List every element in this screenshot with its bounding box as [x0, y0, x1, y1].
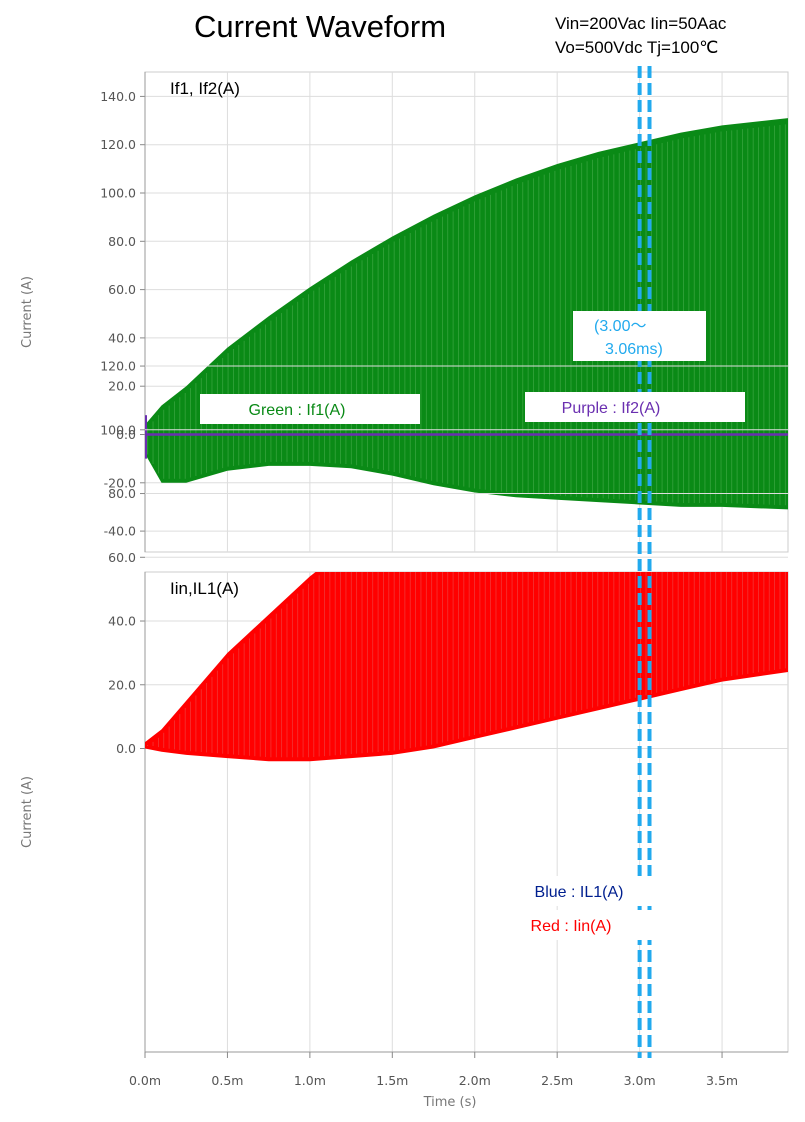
figure-title: Current Waveform — [194, 9, 446, 44]
x-tick-label: 3.0m — [624, 1073, 656, 1088]
y-tick-label: 20.0 — [108, 677, 136, 692]
panel-title: Iin,IL1(A) — [170, 579, 239, 598]
cursor-annotation-box — [573, 311, 706, 361]
x-axis-label: Time (s) — [423, 1095, 477, 1110]
conditions-line-2: Vo=500Vdc Tj=100℃ — [555, 38, 718, 57]
legend-il1: Blue : IL1(A) — [535, 884, 624, 901]
x-tick-label: 2.0m — [459, 1073, 491, 1088]
x-tick-label: 1.0m — [294, 1073, 326, 1088]
y-axis-label: Current (A) — [20, 776, 35, 848]
y-tick-label: -20.0 — [104, 475, 136, 490]
legend-if1: Green : If1(A) — [249, 402, 346, 419]
y-tick-label: 100.0 — [100, 422, 136, 437]
y-tick-label: -40.0 — [104, 524, 136, 539]
y-tick-label: 60.0 — [108, 550, 136, 565]
y-tick-label: 40.0 — [108, 614, 136, 629]
y-tick-label: 140.0 — [100, 89, 136, 104]
y-tick-label: 0.0 — [116, 741, 136, 756]
y-tick-label: 80.0 — [108, 486, 136, 501]
y-tick-label: 20.0 — [108, 379, 136, 394]
legend-if1-box — [200, 394, 420, 424]
cursor-annotation-line-1: (3.00～ — [594, 318, 646, 335]
y-tick-label: 120.0 — [100, 359, 136, 374]
legend-labels: Green : If1(A) Purple : If2(A) Blue : IL1(… — [200, 311, 745, 940]
legend-il1-box — [500, 876, 667, 906]
x-tick-label: 1.5m — [376, 1073, 408, 1088]
x-tick-label: 3.5m — [706, 1073, 738, 1088]
conditions-line-1: Vin=200Vac Iin=50Aac — [555, 14, 727, 33]
panel-title: If1, If2(A) — [170, 79, 240, 98]
cursor-annotation-line-2: 3.06ms) — [605, 341, 663, 358]
x-tick-label: 0.0m — [129, 1073, 161, 1088]
legend-iin-box — [498, 910, 668, 940]
iin-envelope — [145, 572, 788, 762]
legend-if2: Purple : If2(A) — [562, 400, 661, 417]
legend-if2-box — [525, 392, 745, 422]
y-tick-label: 100.0 — [100, 186, 136, 201]
legend-iin: Red : Iin(A) — [531, 918, 612, 935]
x-tick-label: 0.5m — [211, 1073, 243, 1088]
x-tick-label: 2.5m — [541, 1073, 573, 1088]
bottom-plot-panel: 120.0 100.0 80.0 60.0 40.0 20.0 0.0 Current (A)… — [20, 359, 789, 1110]
y-axis-label: Current (A) — [20, 276, 35, 348]
y-tick-label: 40.0 — [108, 330, 136, 345]
y-tick-label: 80.0 — [108, 234, 136, 249]
y-tick-label: 120.0 — [100, 137, 136, 152]
y-tick-label: 0.0 — [116, 427, 136, 442]
y-tick-label: 60.0 — [108, 282, 136, 297]
